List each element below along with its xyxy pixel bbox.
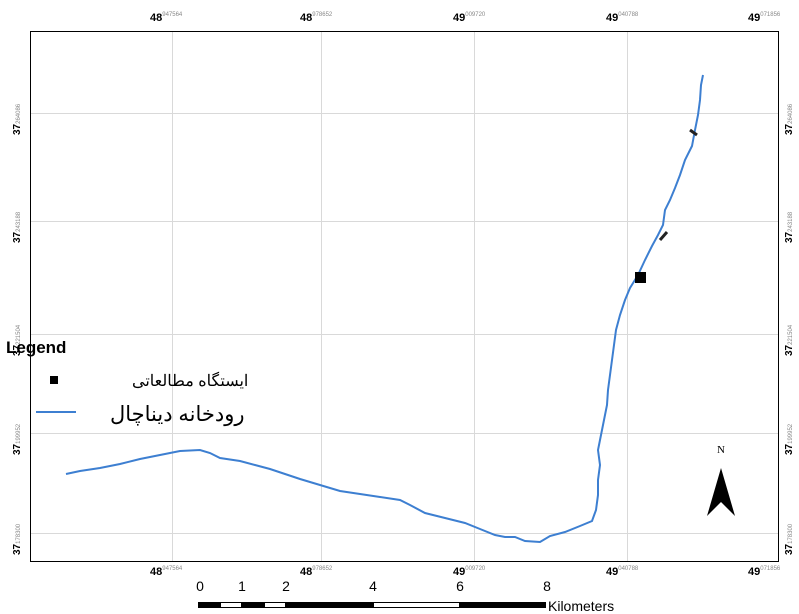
bottom-axis-label: 48978652 — [300, 566, 333, 578]
scale-tick-label: 1 — [238, 578, 246, 594]
bottom-axis-label: 49040788 — [606, 566, 639, 578]
river-dark-segment — [689, 128, 698, 137]
north-label: N — [717, 444, 725, 456]
grid-line-h — [30, 113, 779, 114]
right-axis-label: 37178300 — [784, 523, 795, 555]
north-arrow-icon — [707, 468, 735, 516]
scale-tick-label: 8 — [543, 578, 551, 594]
left-axis-label: 37264086 — [12, 103, 23, 135]
river-legend-symbol — [36, 411, 76, 413]
grid-line-h — [30, 334, 779, 335]
map-frame — [30, 31, 779, 562]
bottom-axis-label: 49009720 — [453, 566, 486, 578]
river-line — [65, 74, 704, 544]
scale-tick-label: 2 — [282, 578, 290, 594]
bottom-axis-label: 48947564 — [150, 566, 183, 578]
left-axis-label: 37178300 — [12, 523, 23, 555]
grid-line-v — [474, 31, 475, 562]
station-marker — [635, 272, 646, 283]
top-axis-label: 48947564 — [150, 12, 183, 24]
left-axis-label: 37243188 — [12, 211, 23, 243]
grid-line-v — [172, 31, 173, 562]
grid-line-h — [30, 221, 779, 222]
river-dark-segment — [658, 231, 669, 241]
top-axis-label: 49071856 — [748, 12, 781, 24]
top-axis-label: 48978652 — [300, 12, 333, 24]
scale-tick-label: 0 — [196, 578, 204, 594]
top-axis-label: 49040788 — [606, 12, 639, 24]
right-axis-label: 37199952 — [784, 423, 795, 455]
left-axis-label: 37199952 — [12, 423, 23, 455]
grid-line-h — [30, 433, 779, 434]
scale-tick-label: 4 — [369, 578, 377, 594]
right-axis-label: 37243188 — [784, 211, 795, 243]
grid-line-v — [321, 31, 322, 562]
river-legend-label: رودخانه دیناچال — [110, 403, 245, 426]
station-legend-symbol — [50, 376, 58, 384]
top-axis-label: 49009720 — [453, 12, 486, 24]
scale-tick-label: 6 — [456, 578, 464, 594]
right-axis-label: 37221504 — [784, 324, 795, 356]
bottom-axis-label: 49071856 — [748, 566, 781, 578]
scale-unit-label: Kilometers — [548, 598, 615, 614]
station-legend-label: ایستگاه مطالعاتی — [132, 373, 249, 390]
grid-line-h — [30, 533, 779, 534]
legend-title: Legend — [6, 338, 67, 357]
right-axis-label: 37264086 — [784, 103, 795, 135]
scale-bar — [198, 602, 546, 612]
